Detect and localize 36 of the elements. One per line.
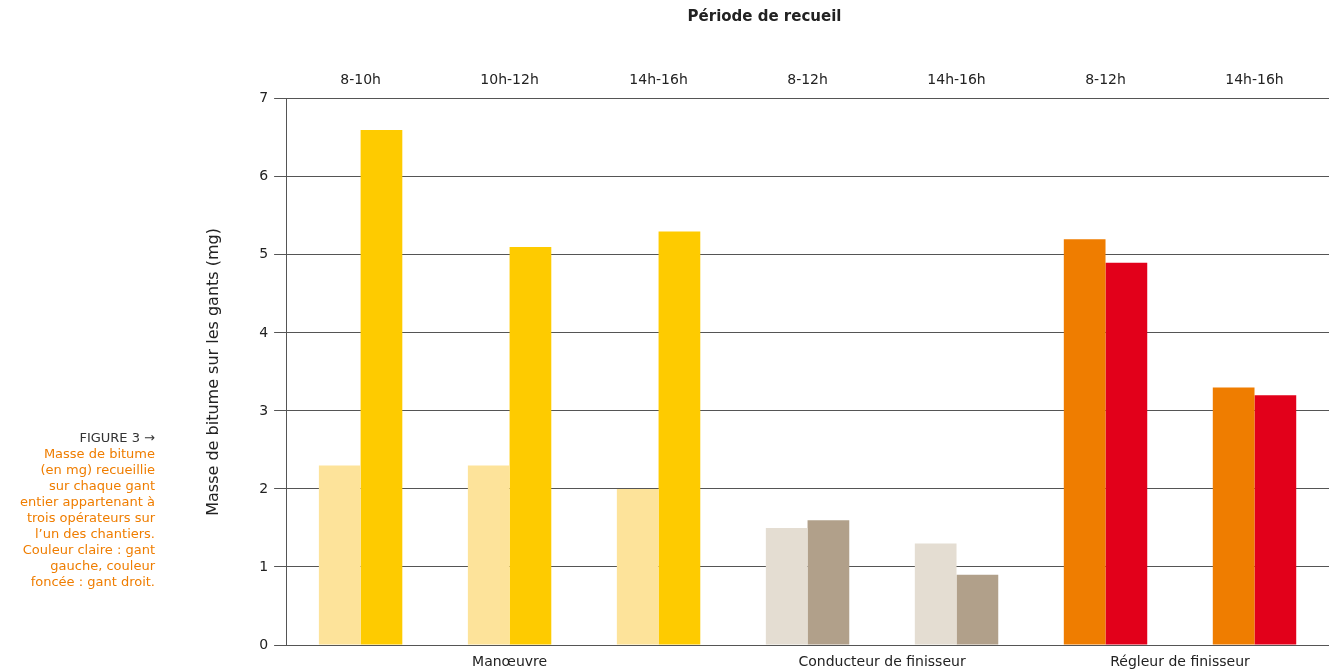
x-tick-label: 14h-16h — [629, 71, 688, 88]
y-tick-label: 7 — [259, 89, 269, 106]
bar — [1063, 239, 1106, 645]
y-tick-label: 1 — [259, 557, 269, 574]
bar — [509, 247, 552, 645]
bar — [956, 574, 999, 645]
y-tick-label: 3 — [259, 401, 269, 418]
bar — [765, 527, 808, 645]
y-tick-label: 2 — [259, 479, 269, 496]
x-tick-label: 14h-16h — [1225, 71, 1284, 88]
caption: FIGURE 3 → — [78, 430, 155, 446]
x-tick-label: 10h-12h — [480, 71, 539, 88]
y-axis-title: Masse de bitume sur les gants (mg) — [202, 228, 222, 516]
bar — [360, 130, 403, 645]
bar — [1105, 262, 1148, 645]
bar — [658, 231, 701, 645]
text: Régleur de finisseur — [1110, 652, 1251, 669]
y-tick-label: 0 — [259, 635, 269, 652]
bar — [467, 465, 510, 645]
x-tick-label: 8-12h — [1085, 71, 1126, 88]
text: Masse de bitume (en mg) recueillie sur chaque gant entier appartenant à trois opérateurs sur l’un des chantiers. Couleur claire : gant gauche, couleur foncée : gant droit. — [20, 446, 155, 589]
bar — [1254, 395, 1297, 645]
text: Manœuvre — [472, 652, 548, 669]
bar — [914, 543, 957, 645]
bar — [807, 520, 850, 645]
bar — [616, 488, 659, 645]
x-tick-label: 8-12h — [787, 71, 828, 88]
y-tick-label: 5 — [259, 245, 269, 262]
x-tick-label: 8-10h — [340, 71, 381, 88]
y-tick-label: 6 — [259, 167, 269, 184]
x-tick-label: 14h-16h — [927, 71, 986, 88]
bar — [1212, 387, 1255, 645]
chart-title: Période de recueil — [687, 6, 842, 25]
y-tick-label: 4 — [259, 323, 269, 340]
bar — [318, 465, 361, 645]
text: Conducteur de finisseur — [798, 652, 966, 669]
